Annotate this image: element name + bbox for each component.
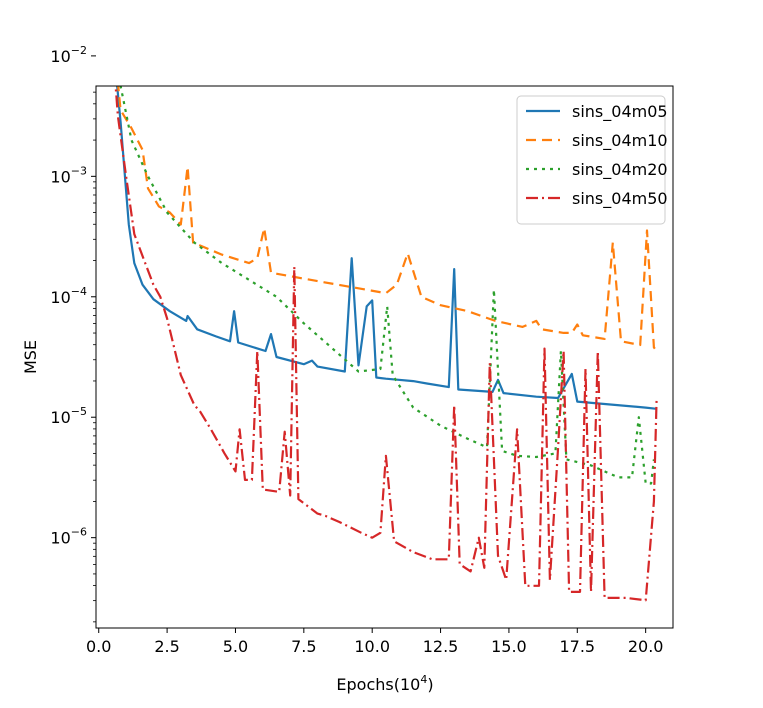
x-tick-label: 15.0: [491, 637, 527, 656]
series-line-sins_04m50: [114, 86, 658, 602]
axes-frame: [95, 85, 674, 629]
y-tick-label: 10−4: [50, 285, 87, 307]
y-tick-label: 10−3: [50, 164, 87, 186]
x-axis: 0.0 2.5 5.0 7.5 10.0 12.5 15.0 17.5 20.0: [86, 628, 663, 656]
x-tick-label: 10.0: [354, 637, 390, 656]
series-line-sins_04m05: [116, 86, 657, 410]
x-axis-label: Epochs(104): [336, 673, 433, 694]
legend-label: sins_04m05: [572, 102, 668, 122]
legend-label: sins_04m10: [572, 131, 668, 151]
x-tick-label: 20.0: [628, 637, 664, 656]
y-tick-label: 10−2: [50, 44, 87, 66]
y-tick-label: 10−5: [50, 405, 87, 427]
x-tick-label: 5.0: [223, 637, 248, 656]
x-tick-label: 17.5: [559, 637, 595, 656]
legend-label: sins_04m20: [572, 160, 668, 180]
x-tick-label: 0.0: [86, 637, 111, 656]
x-tick-label: 7.5: [291, 637, 316, 656]
legend-box: [516, 95, 666, 225]
y-axis-label: MSE: [21, 340, 40, 374]
plot-area: [114, 86, 658, 602]
legend: sins_04m05 sins_04m10 sins_04m20 sins_04m50: [516, 95, 668, 225]
series-line-sins_04m20: [119, 86, 655, 485]
x-tick-label: 2.5: [154, 637, 179, 656]
series-line-sins_04m10: [117, 86, 658, 352]
y-tick-label: 10−6: [50, 526, 87, 548]
legend-label: sins_04m50: [572, 189, 668, 209]
x-tick-label: 12.5: [423, 637, 459, 656]
y-axis: 10−2 10−3 10−4 10−5 10−6: [50, 44, 96, 623]
